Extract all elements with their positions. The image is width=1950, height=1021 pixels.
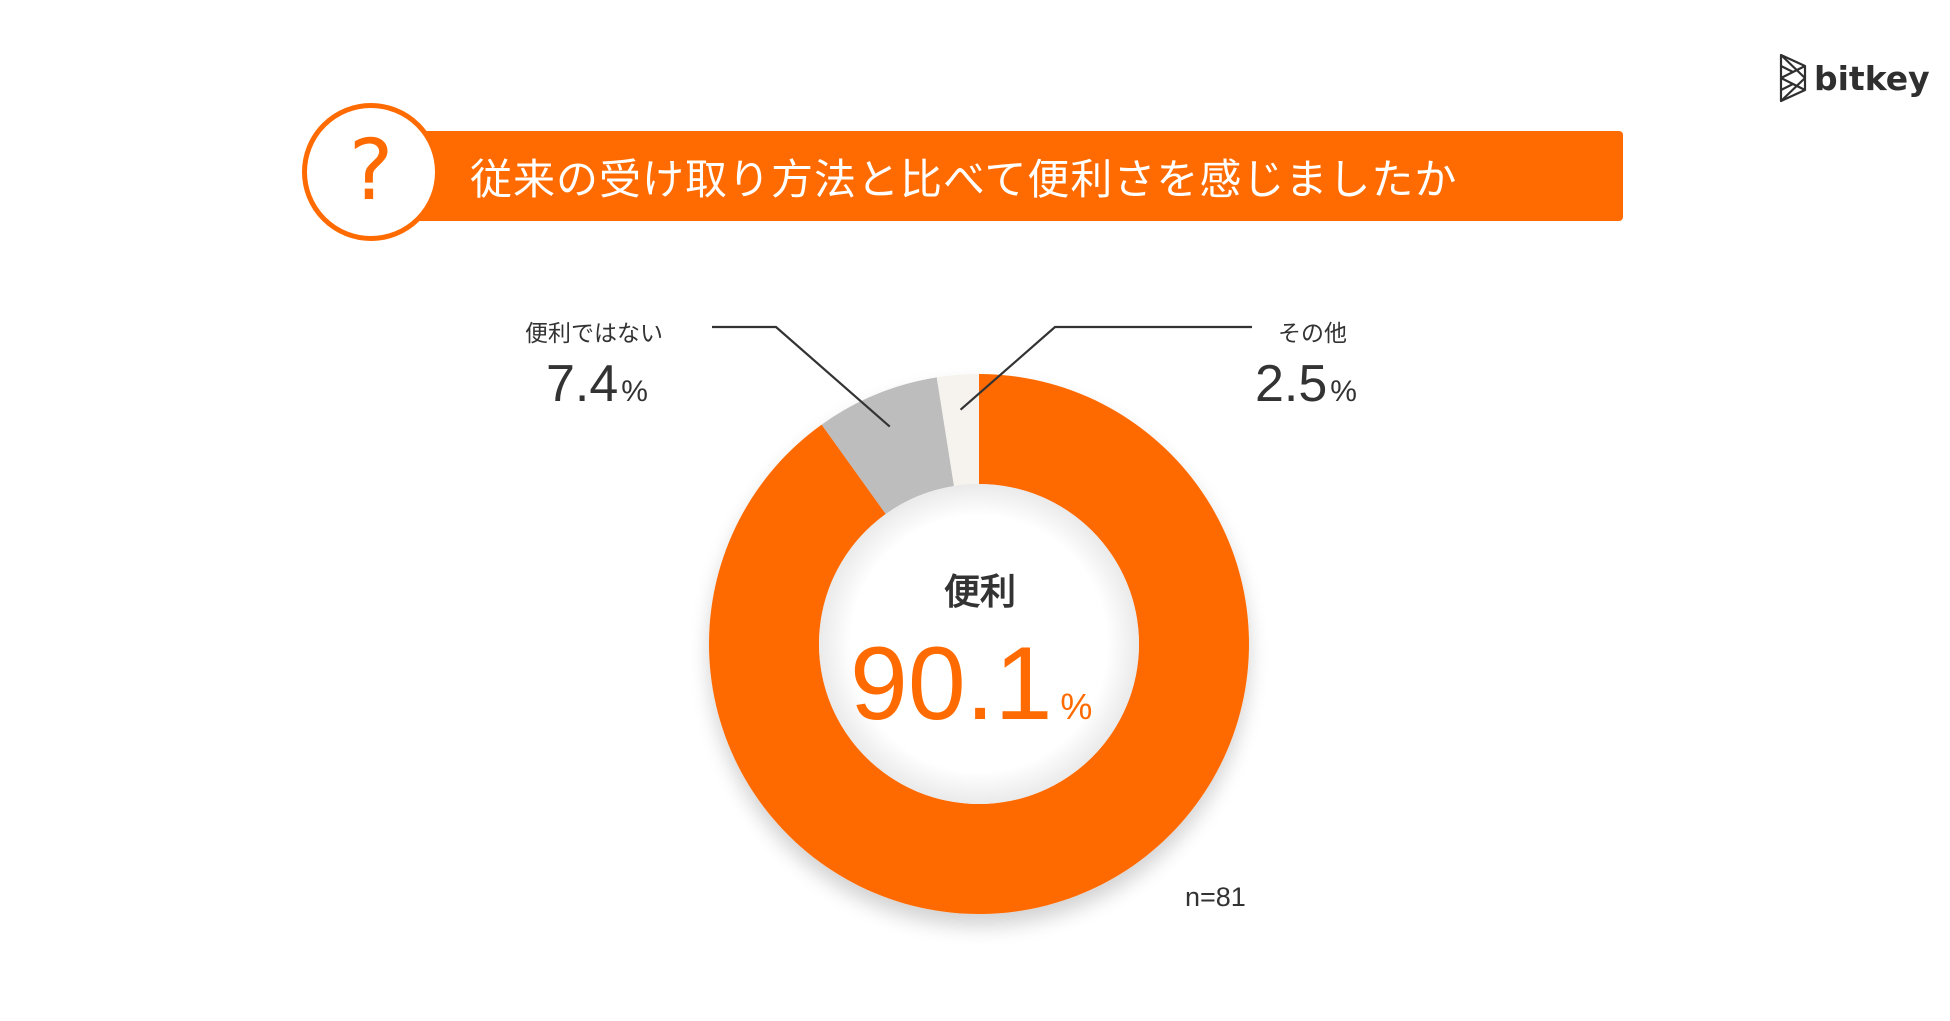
slice-label-other: その他 xyxy=(1278,321,1347,347)
center-value-number: 90.1 xyxy=(850,626,1053,742)
slice-not-convenient xyxy=(821,377,954,514)
question-title: 従来の受け取り方法と比べて便利さを感じましたか xyxy=(470,154,1458,204)
slice-value-number: 2.5 xyxy=(1255,355,1328,413)
bitkey-logo-icon xyxy=(1779,53,1807,103)
donut-hole xyxy=(819,484,1139,804)
leader-line-not-convenient xyxy=(712,325,891,428)
slice-value-not-convenient: 7.4% xyxy=(546,358,648,410)
slice-convenient xyxy=(709,373,1249,914)
center-value: 90.1% xyxy=(850,632,1092,736)
brand-logo: bitkey xyxy=(1778,52,1930,104)
center-label: 便利 xyxy=(943,572,1016,613)
question-badge: ? xyxy=(302,103,440,241)
center-value-unit: % xyxy=(1060,686,1093,727)
question-mark-icon: ? xyxy=(348,121,394,219)
slice-label-not-convenient: 便利ではない xyxy=(525,321,663,347)
leader-line-other xyxy=(959,325,1252,411)
slice-value-unit: % xyxy=(621,375,648,408)
sample-size: n=81 xyxy=(1185,882,1246,912)
slice-value-other: 2.5% xyxy=(1255,358,1357,410)
slice-value-number: 7.4 xyxy=(546,355,619,413)
slice-value-unit: % xyxy=(1330,375,1357,408)
brand-name: bitkey xyxy=(1814,58,1930,98)
question-banner xyxy=(415,131,1623,221)
